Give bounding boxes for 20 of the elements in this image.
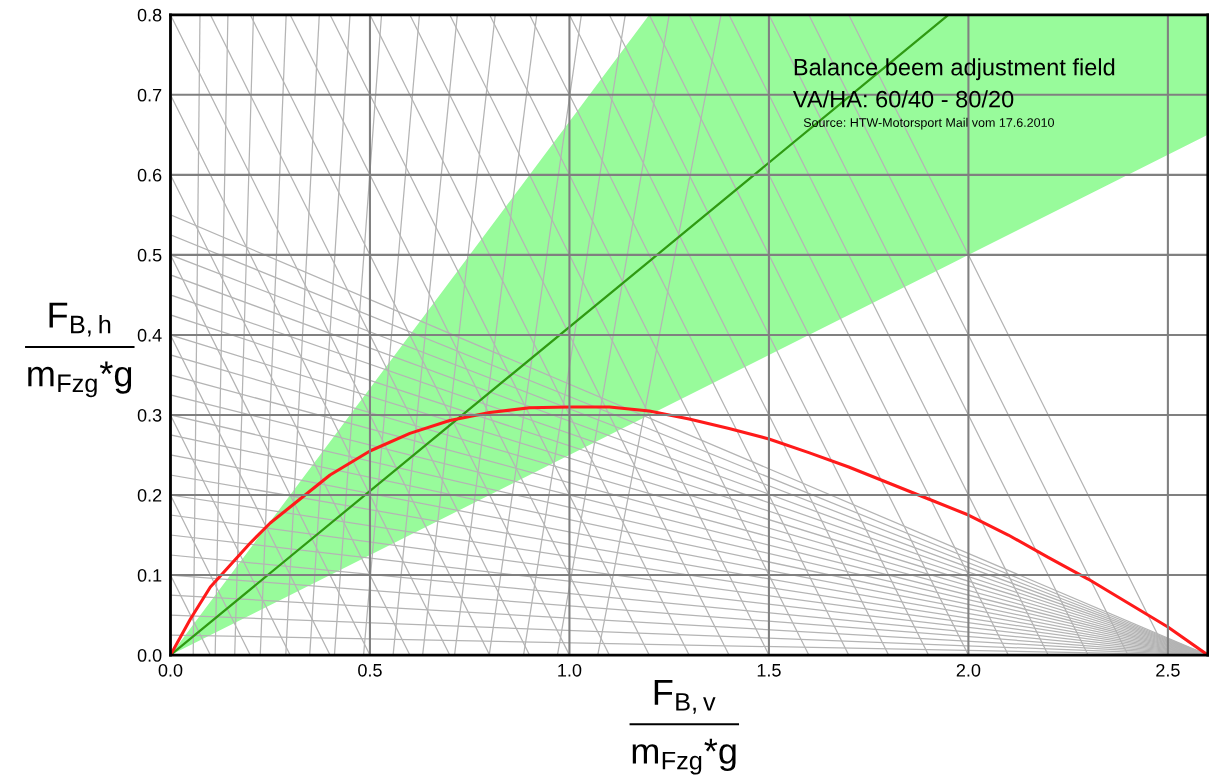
x-tick-label: 0.0 [158, 663, 183, 677]
x-tick-label: 2.5 [1156, 663, 1180, 677]
annotation: Balance beem adjustment field [794, 58, 1115, 81]
y-tick-label: 0.4 [137, 328, 162, 342]
y-tick-label: 0.1 [137, 568, 162, 582]
y-tick-label: 0.6 [137, 168, 162, 182]
x-tick-label: 0.5 [358, 663, 382, 677]
y-tick-label: 0.5 [137, 248, 162, 262]
y-tick-label: 0.7 [137, 88, 162, 102]
y-tick-label: 0.2 [137, 488, 162, 502]
annotation: VA/HA: 60/40 - 80/20 [792, 90, 1014, 108]
x-tick-label: 1.0 [558, 663, 582, 677]
text: F$_{B,h}$ m$_{Fzg}$*g [28, 302, 132, 398]
annotation: Source: HTW-Motorsport Mail vom 17.6.2010 [803, 117, 1054, 130]
x-tick-label: 2.0 [956, 663, 981, 677]
y-tick-label: 0.3 [137, 408, 162, 422]
x-tick-label: 1.5 [757, 664, 781, 677]
y-tick-label: 0.8 [137, 8, 162, 22]
y-tick-label: 0.0 [137, 649, 162, 662]
text: F$_{B,v}$ m$_{Fzg}$*g [632, 680, 736, 775]
